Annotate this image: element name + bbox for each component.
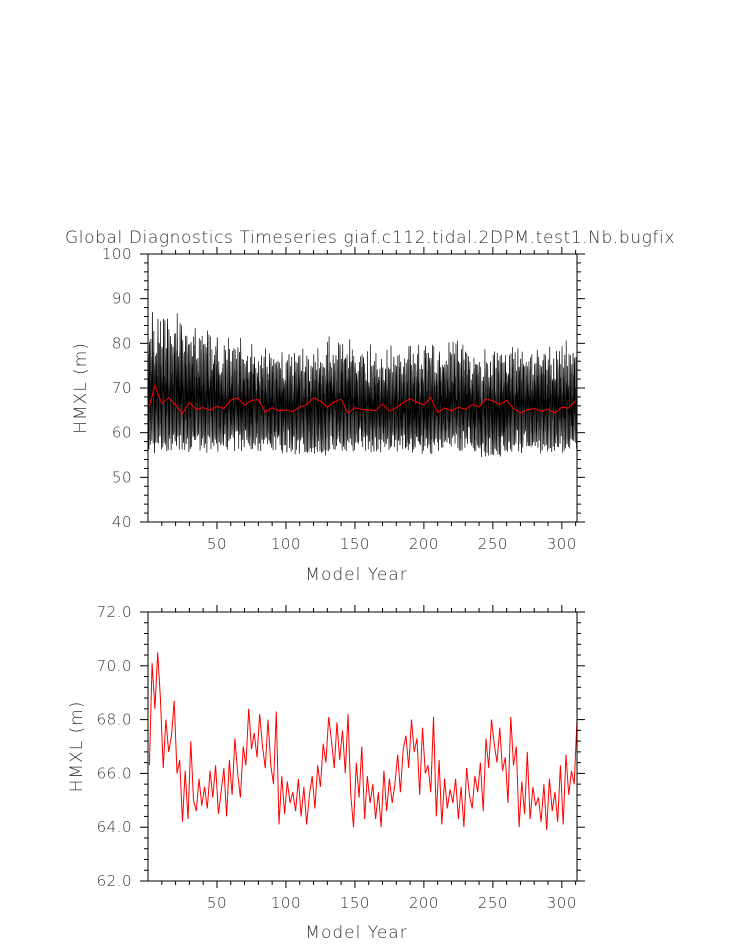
x-tick-label: 300: [547, 535, 577, 553]
bottom-panel: 50 100 150 200 250 300 62.0 64.0 66.0 68.0 70.0 72.…: [67, 603, 585, 943]
x-tick-label: 50: [207, 535, 227, 553]
plot-area: [148, 311, 577, 458]
x-tick-label: 250: [478, 535, 508, 553]
x-axis-label: Model Year: [305, 565, 407, 585]
y-tick-label: 70: [112, 379, 132, 397]
plot-frame: [147, 611, 578, 882]
y-tick-label: 68.0: [97, 711, 132, 729]
y-tick-label: 80: [112, 334, 132, 352]
y-tick-label: 64.0: [97, 818, 132, 836]
x-tick-label: 300: [547, 894, 577, 912]
y-tick-label: 72.0: [97, 603, 132, 621]
x-tick-label: 200: [409, 535, 439, 553]
x-tick-label: 100: [271, 535, 301, 553]
y-tick-label: 60: [112, 424, 132, 442]
x-tick-label: 250: [478, 894, 508, 912]
y-tick-label: 66.0: [97, 764, 132, 782]
x-tick-label: 150: [340, 894, 370, 912]
y-tick-label: 40: [112, 513, 132, 531]
y-tick-label: 62.0: [97, 872, 132, 890]
y-tick-label: 100: [102, 245, 132, 263]
series-line-0: [148, 652, 577, 830]
y-tick-label: 90: [112, 290, 132, 308]
y-axis-label: HMXL (m): [67, 701, 87, 793]
x-tick-label: 50: [207, 894, 227, 912]
x-tick-label: 150: [340, 535, 370, 553]
series-line-1: [148, 384, 576, 415]
y-tick-label: 70.0: [97, 657, 132, 675]
x-tick-label: 100: [271, 894, 301, 912]
x-axis-label: Model Year: [305, 923, 407, 943]
x-tick-label: 200: [409, 894, 439, 912]
plot-area: [148, 652, 577, 830]
y-tick-label: 50: [112, 468, 132, 486]
y-axis-label: HMXL (m): [71, 342, 91, 434]
series-line-monthly: [148, 311, 577, 458]
chart-title: Global Diagnostics Timeseries giaf.c112.…: [65, 228, 675, 248]
